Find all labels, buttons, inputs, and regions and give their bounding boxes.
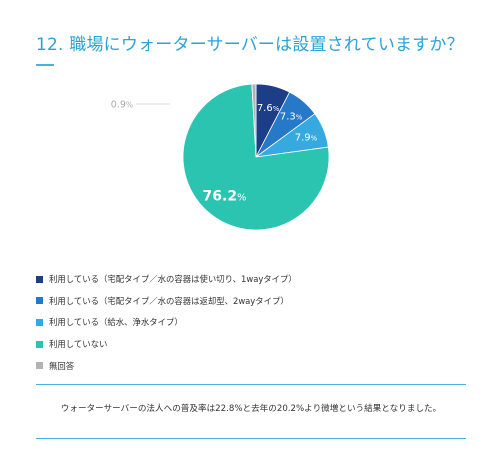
summary-bottom-rule	[36, 438, 466, 439]
legend-swatch-3	[36, 340, 43, 348]
legend-swatch-0	[36, 275, 43, 283]
summary-text: ウォーターサーバーの法人への普及率は22.8%と去年の20.2%より微増という結…	[60, 404, 442, 414]
legend-label-2: 利用している（給水、浄水タイプ）	[49, 317, 183, 328]
legend-item-4: 無回答	[36, 359, 74, 373]
pie-label-2: 7.9%	[295, 132, 318, 143]
pie-label-3: 76.2%	[203, 188, 247, 204]
pie-label-0: 7.6%	[257, 103, 280, 114]
legend-swatch-1	[36, 297, 43, 305]
title-underline	[36, 64, 54, 66]
pie-chart: 7.6%7.3% 7.9% 76.2% 0.9%	[111, 83, 330, 231]
legend-swatch-2	[36, 318, 43, 326]
legend-item-3: 利用していない	[36, 337, 107, 351]
legend-label-1: 利用している（宅配タイプ／水の容器は返却型、2wayタイプ）	[49, 295, 289, 306]
pie-slice-3	[182, 83, 330, 231]
legend-swatch-4	[36, 362, 43, 370]
page-title: 12. 職場にウォーターサーバーは設置されていますか？	[36, 35, 464, 55]
legend-label-3: 利用していない	[49, 339, 108, 350]
summary-top-rule	[36, 384, 466, 385]
pie-label-4: 0.9%	[111, 100, 133, 111]
legend-label-4: 無回答	[49, 360, 75, 371]
pie-label-1: 7.3%	[280, 112, 303, 123]
legend-item-0: 利用している（宅配タイプ／水の容器は使い切り、1wayタイプ）	[36, 272, 297, 286]
legend-item-1: 利用している（宅配タイプ／水の容器は返却型、2wayタイプ）	[36, 294, 289, 308]
pie-slice-4	[251, 83, 257, 158]
legend-label-0: 利用している（宅配タイプ／水の容器は使い切り、1wayタイプ）	[49, 274, 297, 284]
legend-item-2: 利用している（給水、浄水タイプ）	[36, 315, 183, 329]
